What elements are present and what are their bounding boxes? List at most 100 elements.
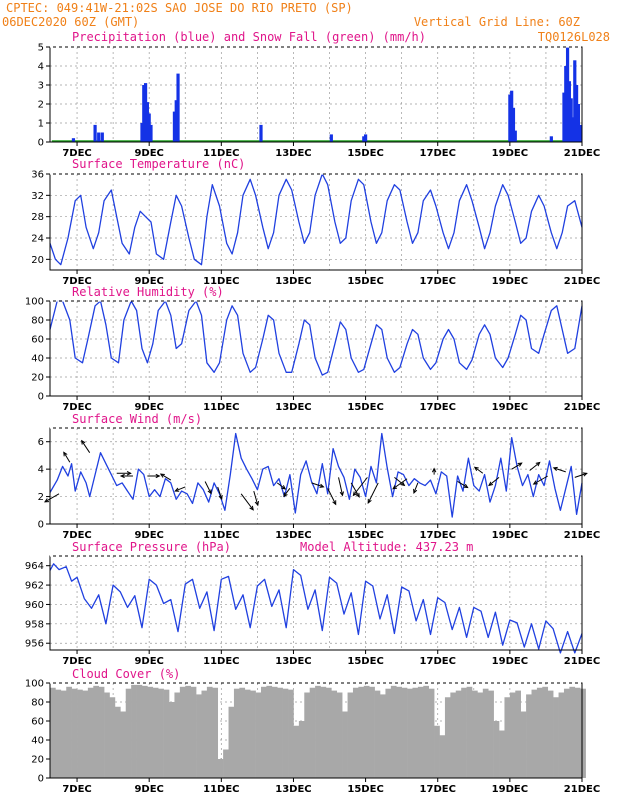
precip-bar: [363, 134, 368, 142]
wind-arrow: [574, 472, 587, 478]
precip-bar: [573, 60, 577, 142]
cloud-xtick-label: 19DEC: [492, 784, 528, 795]
wind-arrow-head: [582, 472, 588, 477]
precip-bar: [259, 124, 263, 142]
precip-ytick-label: 1: [38, 119, 44, 130]
cloud-bar: [55, 689, 62, 778]
precip-ytick-label: 4: [38, 62, 44, 73]
wind-arrow: [511, 462, 522, 470]
cloud-bar: [87, 687, 94, 778]
pressure-line: [49, 563, 583, 654]
wind-arrow: [533, 475, 548, 485]
cloud-ytick-label: 100: [25, 679, 44, 690]
humidity-ytick-label: 20: [31, 373, 44, 384]
cloud-bar: [401, 687, 408, 778]
temperature-frame: [49, 173, 583, 271]
precip-bar: [567, 81, 571, 142]
cloud-bar: [412, 687, 419, 778]
cloud-bar: [223, 749, 229, 778]
wind-arrow-head: [319, 483, 325, 488]
cloud-bar: [109, 697, 116, 778]
cloud-bar: [423, 685, 430, 778]
cloud-bar: [271, 686, 278, 778]
cloud-bar: [477, 692, 484, 778]
cloud-panel: 0 20 40 60 80 100 7DEC 9DEC 11DEC 13DEC 15DEC 17DEC…: [25, 679, 600, 796]
precip-bar: [578, 124, 582, 142]
precip-title: Precipitation (blue) and Snow Fall (gree…: [72, 30, 426, 44]
humidity-xtick-label: 21DEC: [564, 402, 600, 413]
cloud-bar: [385, 688, 392, 778]
wind-arrow-head: [392, 484, 398, 490]
cloud-bar: [407, 688, 413, 778]
humidity-ytick-label: 40: [31, 354, 44, 365]
humidity-xtick-label: 11DEC: [203, 402, 239, 413]
precip-bar: [562, 92, 566, 142]
wind-xtick-label: 13DEC: [275, 530, 311, 541]
wind-arrow: [63, 452, 71, 463]
cloud-bar: [509, 692, 516, 778]
cloud-bar: [206, 686, 213, 778]
cloud-bar: [255, 692, 262, 778]
temperature-panel: 20 24 28 32 36 7DEC 9DEC 11DEC 13DEC 15DEC 17DEC 19…: [31, 170, 600, 288]
header-model: TQ0126L028: [538, 30, 610, 44]
cloud-bar: [499, 730, 505, 778]
cloud-bar: [60, 690, 67, 778]
precip-bar: [71, 138, 76, 142]
cloud-bar: [461, 687, 467, 778]
cloud-bar: [266, 685, 273, 778]
temperature-xtick-label: 21DEC: [564, 276, 600, 287]
cloud-bar: [547, 690, 554, 778]
cloud-bar: [574, 687, 581, 778]
cloud-ytick-label: 80: [31, 698, 44, 709]
precip-xtick-label: 21DEC: [564, 148, 600, 159]
precip-bar: [142, 85, 146, 142]
cloud-ytick-label: 40: [31, 736, 44, 747]
wind-panel: 0 2 4 6 7DEC 9DEC 11DEC 13DEC 15DEC 17DEC 19DEC 21D…: [38, 427, 600, 541]
cloud-bar: [347, 692, 354, 778]
humidity-panel: 0 20 40 60 80 100 7DEC 9DEC 11DEC 13DEC 15DEC 17DEC…: [25, 297, 600, 414]
humidity-xtick-label: 15DEC: [347, 402, 383, 413]
cloud-bar: [114, 706, 121, 778]
temperature-ytick-label: 20: [31, 255, 44, 266]
cloud-bar: [396, 686, 402, 778]
precip-bar: [97, 132, 101, 142]
precip-bar: [329, 134, 333, 142]
cloud-bar: [98, 686, 105, 778]
wind-arrow: [311, 482, 324, 488]
cloud-bar: [558, 692, 565, 778]
cloud-bar: [580, 688, 586, 778]
wind-arrow-head: [367, 498, 372, 504]
wind-arrow-head: [81, 439, 86, 445]
pressure-panel: 956 958 960 962 964 7DEC 9DEC 11DEC 13DEC 15DEC 17…: [25, 555, 600, 667]
precip-panel: 0 1 2 3 4 5 7DEC 9DEC 11DEC 13DEC 15DEC 17DEC 19DEC 2…: [38, 43, 601, 160]
cloud-bar: [71, 688, 78, 778]
wind-arrow-head: [254, 501, 259, 507]
wind-arrow-head: [339, 491, 344, 497]
precip-bar: [362, 136, 366, 142]
wind-arrow-head: [332, 500, 337, 506]
cloud-bar: [336, 692, 343, 778]
wind-xtick-label: 7DEC: [62, 530, 91, 541]
cloud-xtick-label: 21DEC: [564, 784, 600, 795]
cloud-xtick-label: 15DEC: [347, 784, 383, 795]
precip-bar: [513, 130, 517, 142]
cloud-bar: [444, 697, 451, 778]
wind-xtick-label: 21DEC: [564, 530, 600, 541]
humidity-line: [49, 300, 583, 376]
humidity-ytick-label: 80: [31, 316, 44, 327]
wind-arrow: [488, 476, 500, 486]
pressure-xtick-label: 15DEC: [347, 656, 383, 667]
wind-arrow-head: [218, 494, 223, 501]
precip-bar: [176, 73, 180, 142]
cloud-bar: [277, 687, 283, 778]
cloud-bar: [455, 690, 462, 778]
precip-xtick-label: 11DEC: [203, 148, 239, 159]
temperature-title: Surface Temperature (nC): [72, 157, 245, 171]
precip-bar: [147, 113, 151, 142]
wind-arrow-head: [535, 461, 541, 467]
precip-bar: [510, 90, 514, 142]
cloud-bar: [493, 721, 500, 778]
humidity-xtick-label: 7DEC: [62, 402, 91, 413]
wind-arrow-head: [159, 473, 165, 478]
humidity-xtick-label: 17DEC: [420, 402, 456, 413]
